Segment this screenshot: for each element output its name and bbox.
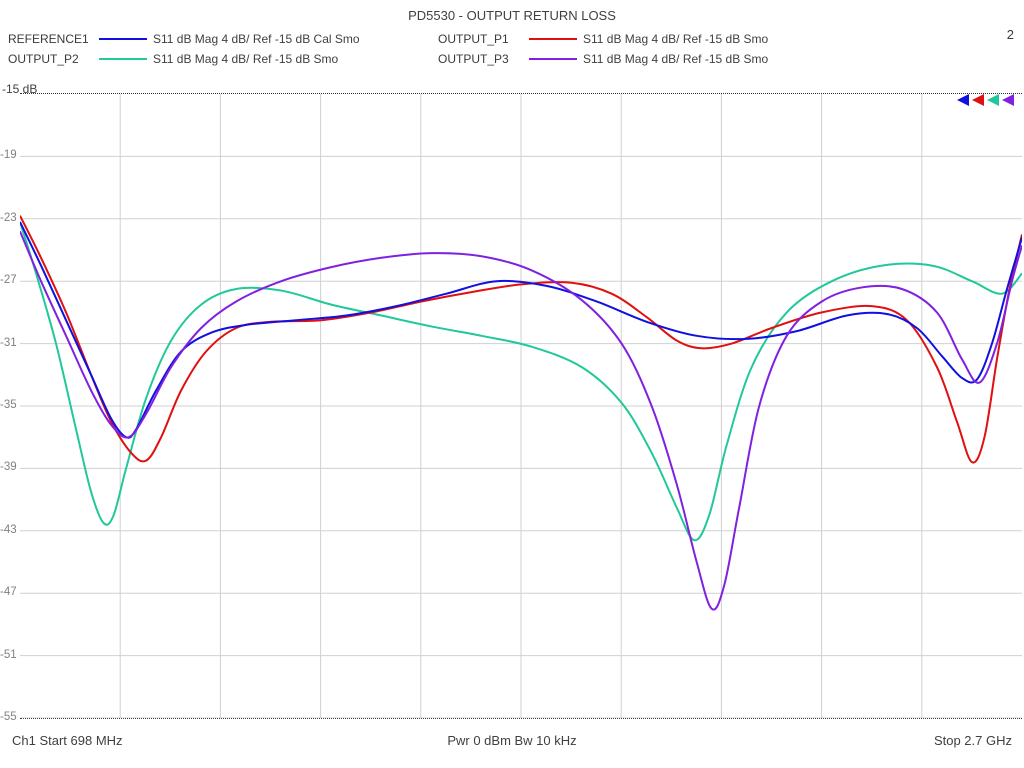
legend-desc: S11 dB Mag 4 dB/ Ref -15 dB Cal Smo <box>153 32 360 46</box>
chart-title: PD5530 - OUTPUT RETURN LOSS <box>0 0 1024 23</box>
legend-swatch <box>99 58 147 60</box>
marker-tri-icon <box>987 94 999 106</box>
y-tick-label: -23 <box>0 212 20 224</box>
legend-name: OUTPUT_P1 <box>438 32 523 46</box>
legend-item-p1: OUTPUT_P1 S11 dB Mag 4 dB/ Ref -15 dB Sm… <box>438 32 868 46</box>
y-tick-label: -55 <box>0 711 20 723</box>
legend-item-p2: OUTPUT_P2 S11 dB Mag 4 dB/ Ref -15 dB Sm… <box>8 52 438 66</box>
legend-item-ref1: REFERENCE1 S11 dB Mag 4 dB/ Ref -15 dB C… <box>8 32 438 46</box>
y-tick-label: -51 <box>0 649 20 661</box>
legend-item-p3: OUTPUT_P3 S11 dB Mag 4 dB/ Ref -15 dB Sm… <box>438 52 868 66</box>
y-tick-label: -27 <box>0 274 20 286</box>
plot-svg <box>20 94 1022 718</box>
footer-start-freq: Ch1 Start 698 MHz <box>12 733 345 748</box>
legend-swatch <box>529 58 577 60</box>
marker-tri-icon <box>1002 94 1014 106</box>
legend-name: OUTPUT_P2 <box>8 52 93 66</box>
footer-bar: Ch1 Start 698 MHz Pwr 0 dBm Bw 10 kHz St… <box>0 733 1024 748</box>
marker-triangles <box>952 92 1022 111</box>
footer-pwr-bw: Pwr 0 dBm Bw 10 kHz <box>345 733 678 748</box>
marker-number: 2 <box>1007 27 1014 42</box>
y-tick-label: -43 <box>0 524 20 536</box>
legend-desc: S11 dB Mag 4 dB/ Ref -15 dB Smo <box>583 32 768 46</box>
y-tick-label: -19 <box>0 149 20 161</box>
legend-name: OUTPUT_P3 <box>438 52 523 66</box>
y-tick-label: -39 <box>0 461 20 473</box>
marker-tri-icon <box>957 94 969 106</box>
y-tick-label: -35 <box>0 399 20 411</box>
footer-stop-freq: Stop 2.7 GHz <box>679 733 1012 748</box>
legend-swatch <box>529 38 577 40</box>
legend-desc: S11 dB Mag 4 dB/ Ref -15 dB Smo <box>153 52 338 66</box>
marker-tri-icon <box>972 94 984 106</box>
legend-name: REFERENCE1 <box>8 32 93 46</box>
y-tick-label: -31 <box>0 337 20 349</box>
legend-swatch <box>99 38 147 40</box>
plot-area <box>20 94 1022 719</box>
legend-area: REFERENCE1 S11 dB Mag 4 dB/ Ref -15 dB C… <box>0 23 1024 77</box>
legend-desc: S11 dB Mag 4 dB/ Ref -15 dB Smo <box>583 52 768 66</box>
gridlines <box>20 94 1022 718</box>
y-tick-label: -47 <box>0 586 20 598</box>
